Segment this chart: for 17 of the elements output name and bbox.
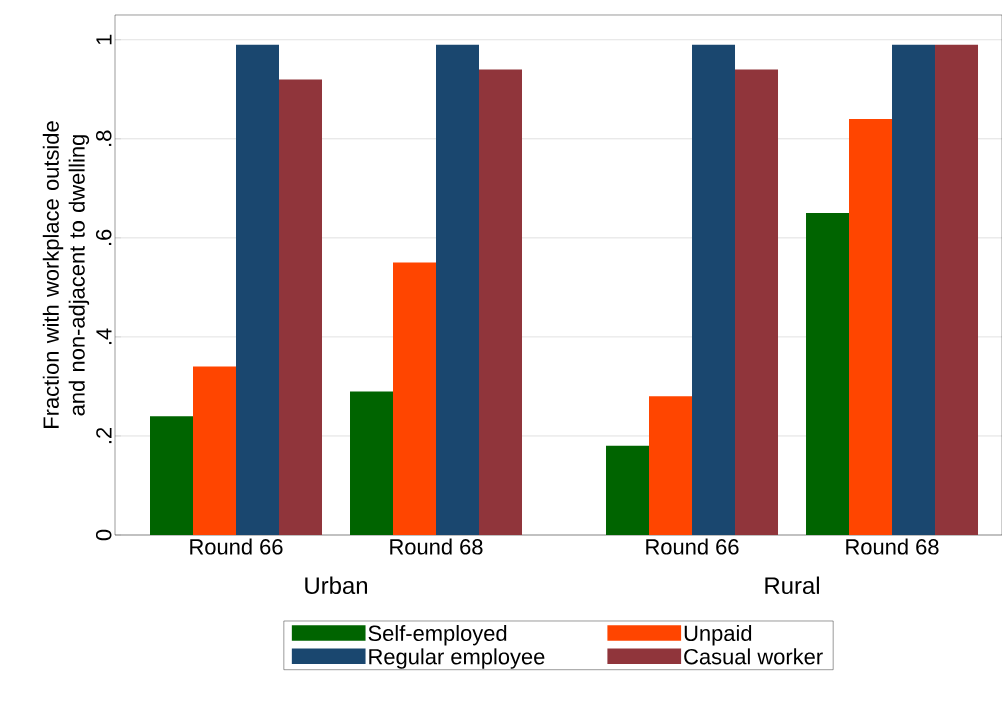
y-tick-label: .8 — [95, 130, 112, 146]
y-tick-label: 1 — [96, 34, 112, 45]
legend-label: Self-employed — [368, 624, 507, 646]
y-tick-label: .4 — [96, 328, 112, 345]
text: Urban — [305, 576, 367, 595]
y-tick-label: .2 — [96, 427, 112, 444]
legend-label: Casual worker — [684, 648, 823, 665]
legend-label: Unpaid — [684, 624, 752, 646]
y-tick-label: 0 — [95, 529, 112, 541]
x-tick-label: Round 68 — [390, 538, 483, 555]
text: Rural — [765, 576, 819, 595]
y-tick-label: .6 — [95, 229, 112, 245]
x-tick-label: Round 68 — [846, 538, 939, 555]
x-tick-label: Round 66 — [646, 538, 739, 555]
legend-label: Regular employee — [369, 648, 545, 669]
x-tick-label: Round 66 — [190, 538, 283, 555]
y-axis-title: Fraction with workplace outside and non-adjacent to dwelling — [42, 121, 90, 428]
